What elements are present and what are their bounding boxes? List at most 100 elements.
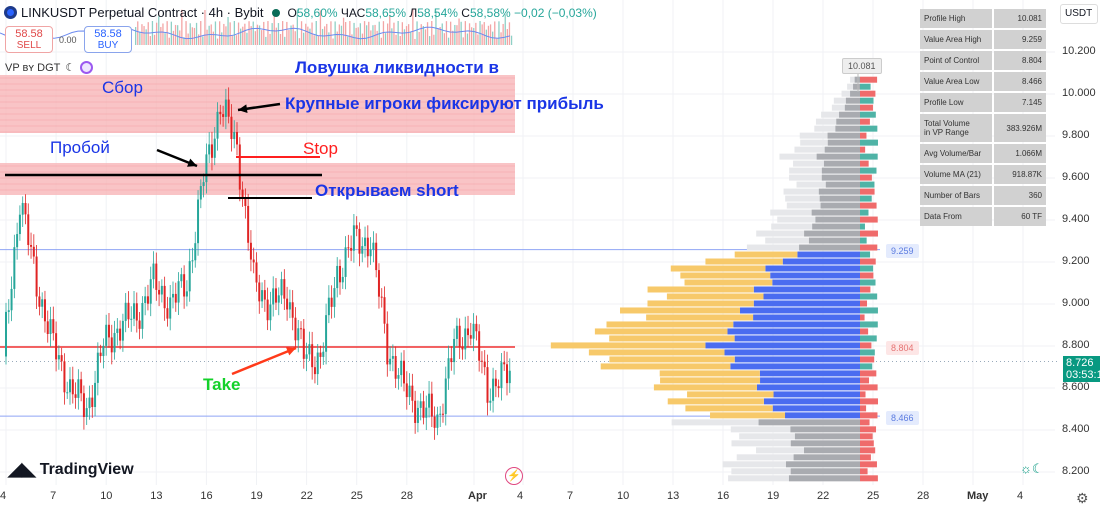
candle-body (66, 392, 69, 394)
annotation-stop: Stop (303, 139, 338, 158)
sell-button[interactable]: 58.58 SELL (5, 26, 53, 53)
candle-body (219, 111, 222, 115)
vp-buy-bar (753, 286, 860, 293)
vp-sell-bar (646, 314, 754, 321)
volume-bar (229, 22, 231, 45)
vp-delta-bar (860, 370, 877, 377)
vp-buy-bar (763, 398, 860, 405)
stats-row: Avg Volume/Bar 1.066M (920, 144, 1046, 163)
vp-buy-bar (740, 307, 860, 314)
volume-bar (170, 21, 172, 45)
volume-bar (345, 22, 347, 45)
lightning-icon[interactable]: ⚡ (505, 467, 523, 485)
volume-bar (139, 31, 141, 45)
vp-delta-bar (860, 314, 865, 321)
candle-body (347, 247, 350, 249)
volume-bar (389, 14, 391, 46)
volume-bar (403, 29, 406, 45)
candle-body (380, 296, 383, 298)
time-tick: 28 (917, 490, 930, 502)
time-tick: 10 (100, 490, 113, 502)
vp-delta-bar (860, 461, 877, 468)
symbol-title[interactable]: LINKUSDT Perpetual Contract · 4h · Bybit (21, 5, 264, 20)
volume-bar (464, 21, 466, 45)
vp-delta-bar (860, 405, 867, 412)
volume-bar (137, 21, 139, 45)
candle-body (110, 337, 113, 353)
candle-body (369, 249, 372, 257)
candle-body (85, 408, 88, 417)
spread-value: 0.00 (59, 35, 77, 45)
candle-body (71, 379, 74, 395)
annotation-collect: Сбор (102, 78, 143, 97)
candle-body (361, 246, 364, 254)
vp-bar (790, 468, 860, 475)
vp-delta-bar (860, 244, 878, 251)
candle-body (377, 270, 380, 297)
settings-gear-icon[interactable]: ⚙ (1076, 490, 1089, 506)
annotation-open-short: Открываем short (315, 181, 459, 200)
volume-bar (393, 22, 395, 45)
stats-row: Point of Control 8.804 (920, 51, 1046, 70)
candle-body (38, 296, 41, 307)
vp-delta-bar (860, 454, 871, 461)
stats-row: Profile High 10.081 (920, 9, 1046, 28)
volume-bar (145, 29, 147, 45)
volume-bar (273, 15, 275, 45)
currency-selector[interactable]: USDT (1060, 4, 1098, 24)
stat-value: 7.145 (994, 93, 1046, 112)
price-tick: 9.400 (1062, 213, 1090, 225)
candle-body (375, 242, 378, 271)
vp-delta-bar (860, 356, 875, 363)
candle-body (411, 385, 414, 401)
candle-body (69, 379, 71, 393)
indicator-legend[interactable]: VP ʙʏ DGT ☾ (5, 61, 94, 74)
stat-value: 1.066M (994, 144, 1046, 163)
candle-body (169, 297, 172, 319)
vp-sell-bar (680, 272, 771, 279)
tradingview-logo[interactable]: ◢◣ TradingView (8, 459, 134, 479)
candle-body (339, 265, 341, 283)
candle-body (425, 407, 428, 418)
volume-bar (160, 26, 162, 45)
candle-body (141, 302, 144, 329)
volume-profile-stats: Profile High 10.081 Value Area High 9.259 Po… (918, 7, 1048, 228)
volume-bar (185, 21, 187, 45)
annotation-breakout: Пробой (50, 138, 110, 157)
day-night-icon[interactable]: ☼☾ (1020, 461, 1044, 476)
vp-delta-bar (860, 412, 878, 419)
volume-bar (254, 31, 256, 45)
theme-icon: ☾ (65, 62, 76, 74)
time-tick: 4 (1017, 490, 1024, 502)
vp-sell-bar (685, 405, 773, 412)
candle-body (244, 198, 247, 206)
candle-body (5, 311, 7, 357)
vp-delta-bar (860, 97, 874, 104)
vp-bar (793, 454, 860, 461)
volume-bar (198, 34, 200, 45)
vp-delta-bar (860, 475, 878, 482)
vp-delta-bar (860, 447, 876, 454)
vp-sell-bar (609, 335, 735, 342)
val-label: 8.466 (886, 411, 919, 425)
time-tick: Apr (468, 490, 487, 502)
price-tick: 9.600 (1062, 171, 1090, 183)
volume-bar (286, 21, 288, 45)
candle-body (199, 186, 202, 200)
candle-body (41, 299, 44, 307)
volume-bar (336, 31, 338, 45)
vp-bar (808, 237, 860, 244)
buy-button[interactable]: 58.58 BUY (84, 26, 132, 53)
candle-body (430, 393, 433, 417)
vp-sell-bar (588, 349, 725, 356)
stats-row: Value Area Low 8.466 (920, 72, 1046, 91)
price-tick: 8.600 (1062, 381, 1090, 393)
vp-delta-bar (860, 146, 866, 153)
candle-body (419, 401, 422, 408)
vp-delta-bar (860, 391, 866, 398)
candle-body (414, 400, 417, 423)
candle-body (277, 295, 280, 303)
vp-delta-bar (860, 104, 873, 111)
candle-body (439, 413, 442, 415)
